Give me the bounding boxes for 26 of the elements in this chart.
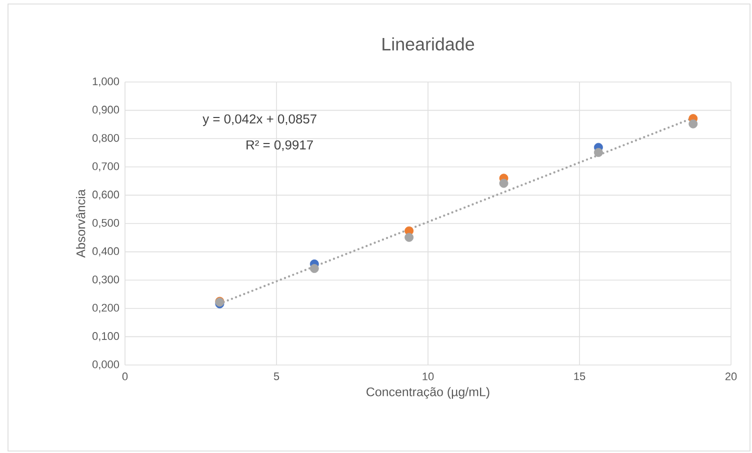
y-tick-label: 0,700 (92, 162, 120, 172)
point (404, 232, 414, 242)
x-axis-title: Concentração (µg/mL) (366, 387, 490, 399)
chart-title: Linearidade (382, 37, 474, 50)
point (310, 264, 319, 273)
annotation: y = 0,042x + 0,0857 (202, 114, 316, 126)
x-tick-label: 5 (274, 372, 280, 380)
y-tick-label: 1,000 (92, 77, 120, 87)
y-tick-label: 0,300 (92, 276, 120, 285)
point (594, 148, 603, 157)
y-tick-label: 0,900 (92, 106, 120, 115)
point (499, 178, 508, 188)
x-tick-label: 0 (122, 372, 128, 380)
y-tick-label: 0,000 (92, 360, 120, 370)
y-tick-label: 0,800 (92, 134, 120, 144)
x-tick-label: 10 (422, 372, 434, 380)
x-tick-label: 20 (725, 372, 737, 380)
y-tick-label: 0,400 (92, 247, 120, 256)
y-tick-label: 0,600 (92, 190, 120, 200)
y-tick-label: 0,500 (92, 218, 120, 228)
y-tick-label: 0,100 (92, 332, 120, 342)
annotation: R² = 0,9917 (246, 140, 313, 152)
y-axis-title: Absorvância (76, 189, 86, 258)
point (688, 119, 698, 128)
x-tick-label: 15 (574, 372, 586, 380)
y-tick-label: 0,200 (92, 304, 120, 313)
